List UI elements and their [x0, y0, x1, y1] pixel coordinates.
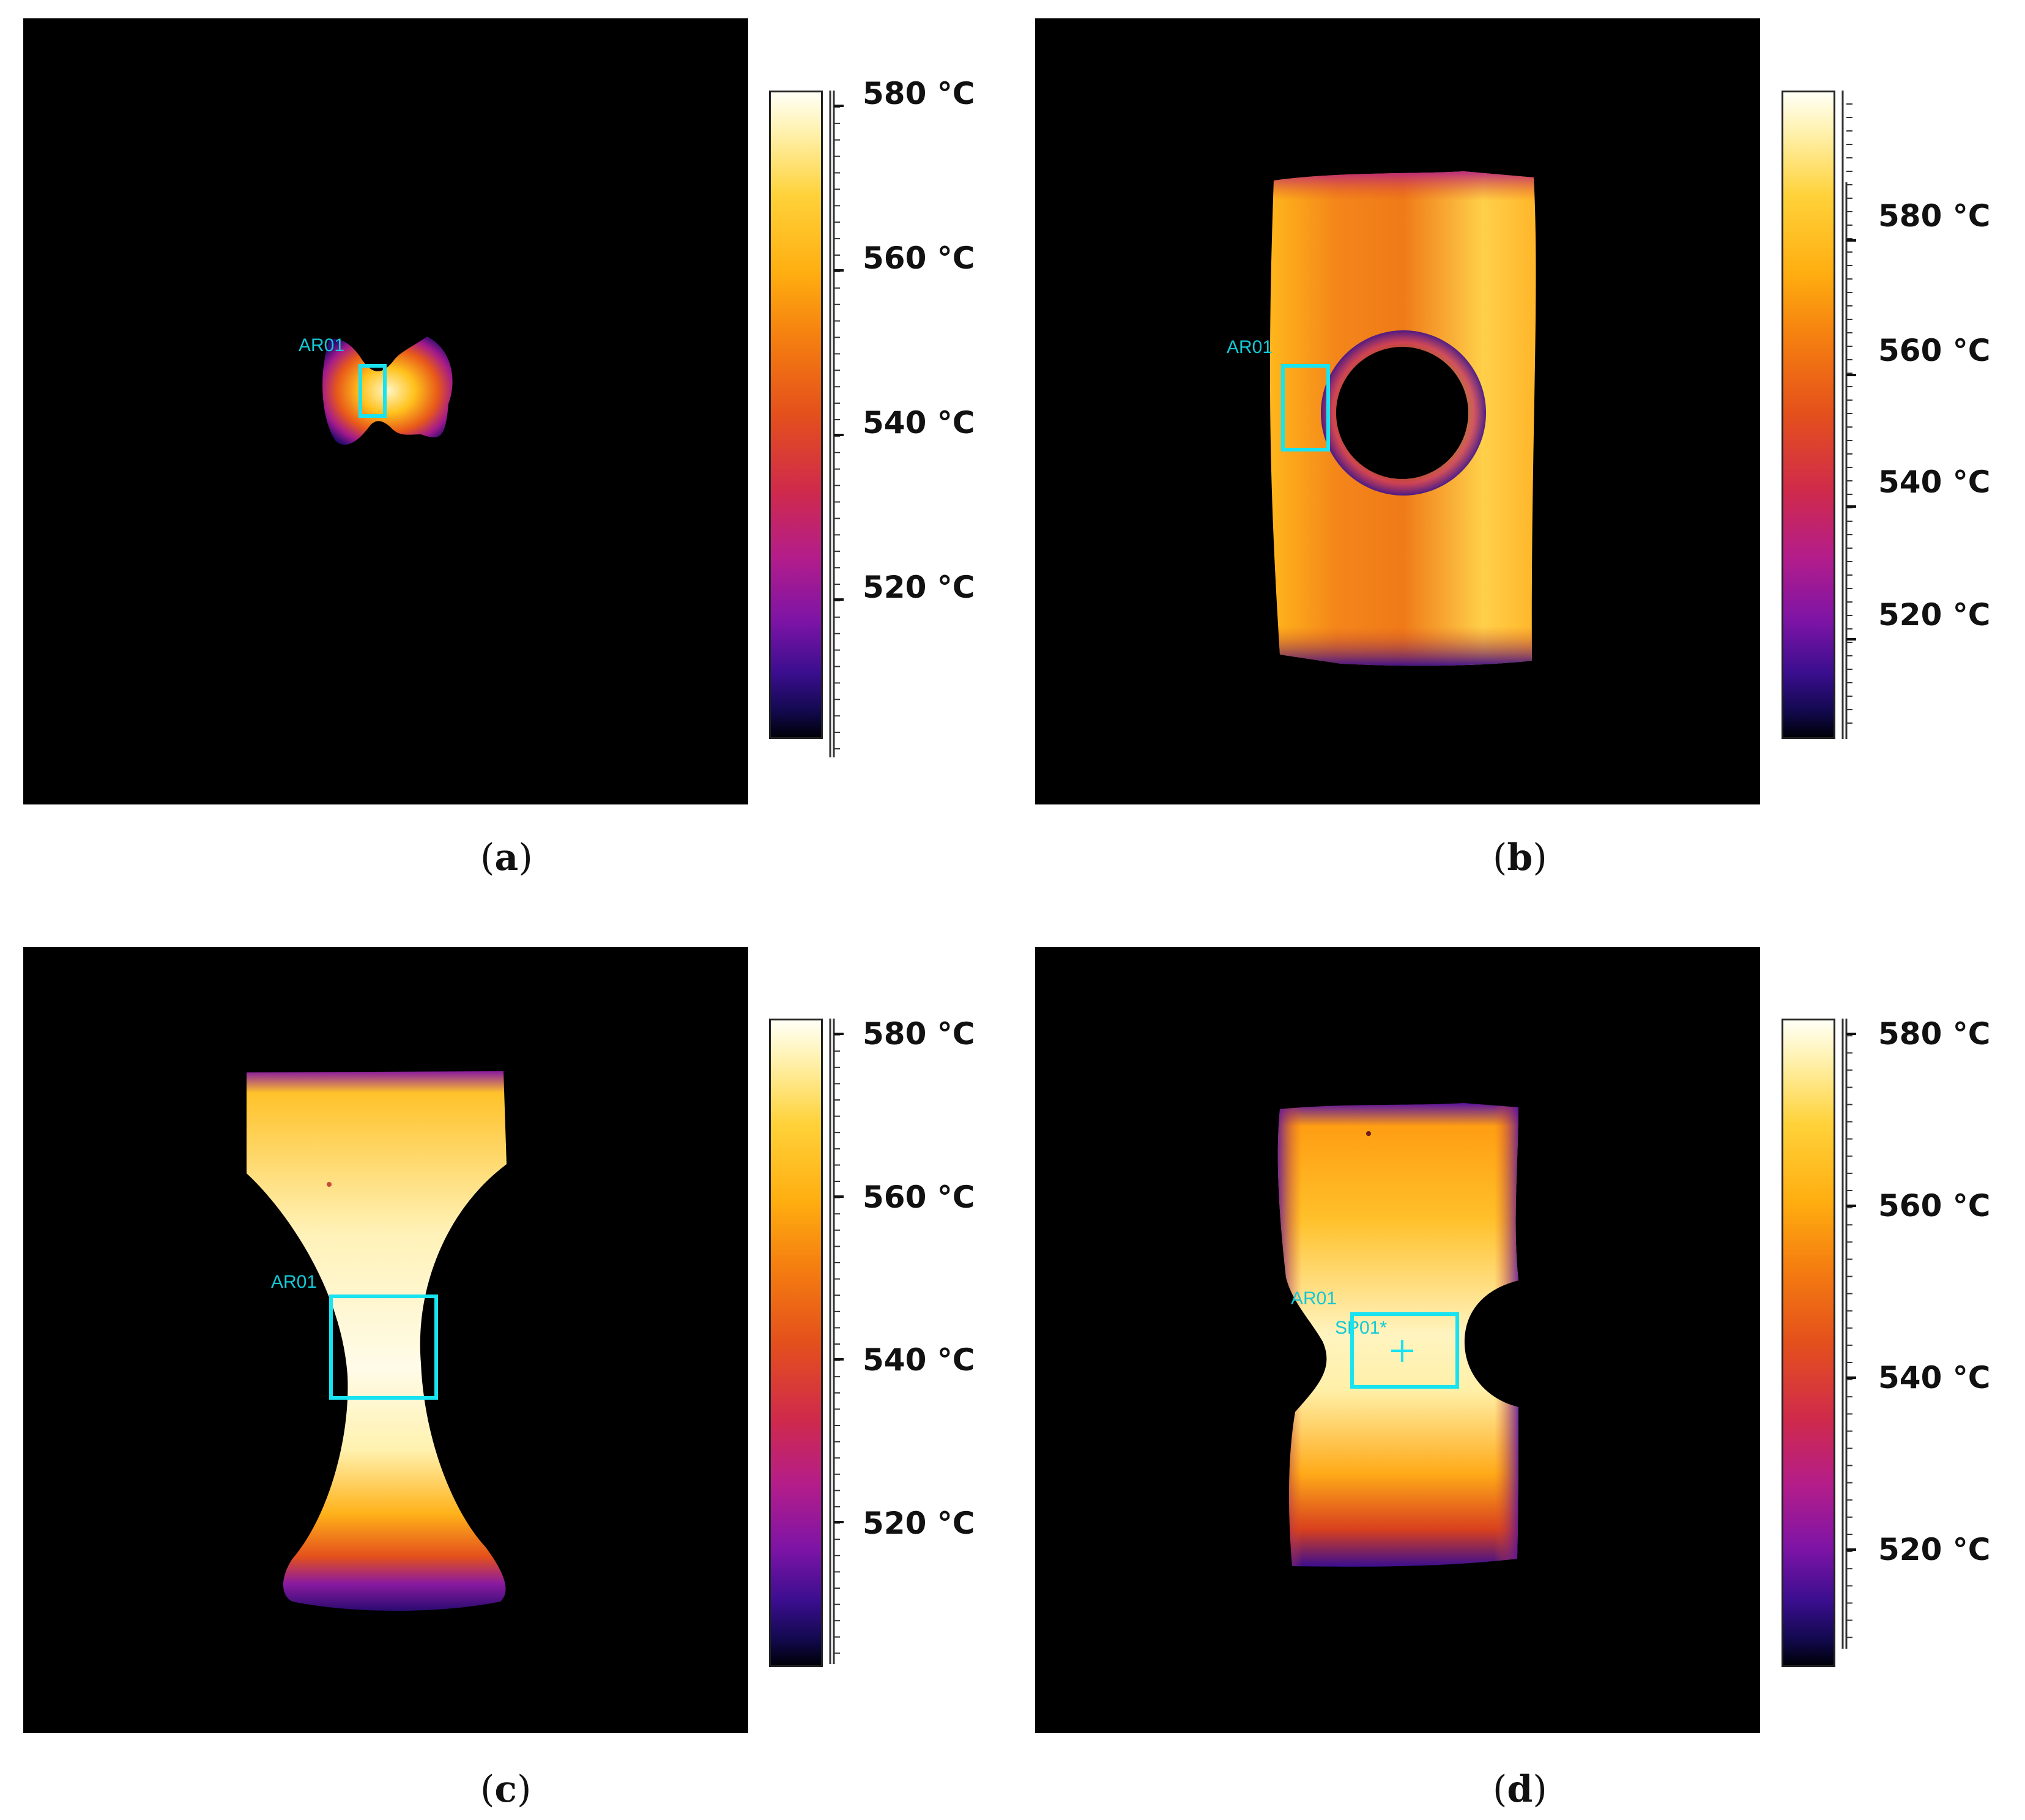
- tick-label-b-3: 520 °C: [1878, 597, 1991, 633]
- colorbar-axis-a: [829, 91, 844, 757]
- colorbar-a: [769, 91, 823, 739]
- roi-label-c: AR01: [271, 1272, 318, 1292]
- caption-c: (c): [480, 1768, 532, 1811]
- colorbar-b: [1782, 91, 1835, 739]
- specimen-shape-c: [247, 1071, 507, 1611]
- roi-box-a[interactable]: [359, 364, 387, 418]
- tick-label-c-0: 580 °C: [863, 1016, 975, 1052]
- specimen-b-thermal: [1269, 171, 1536, 666]
- tick-label-c-2: 540 °C: [863, 1342, 975, 1378]
- tick-label-a-1: 560 °C: [863, 240, 975, 276]
- specimen-shape-a: [322, 336, 453, 445]
- tick-label-a-2: 540 °C: [863, 405, 975, 440]
- roi-label-a: AR01: [299, 335, 345, 355]
- thermal-image-d: AR01 SP01*: [1035, 947, 1760, 1733]
- colorbar-axis-b: [1841, 91, 1856, 739]
- caption-d: (d): [1493, 1768, 1547, 1811]
- tick-label-d-2: 540 °C: [1878, 1360, 1991, 1395]
- tick-label-a-0: 580 °C: [863, 76, 975, 111]
- tick-label-c-3: 520 °C: [863, 1506, 975, 1541]
- tick-label-b-1: 560 °C: [1878, 333, 1991, 368]
- colorbar-axis-c: [829, 1019, 844, 1664]
- specimen-a-thermal: [322, 336, 453, 445]
- tick-label-a-3: 520 °C: [863, 570, 975, 605]
- colorbar-d: [1782, 1019, 1835, 1667]
- spot-label-d: SP01*: [1335, 1318, 1388, 1338]
- roi-box-c[interactable]: [329, 1294, 438, 1400]
- tick-label-b-2: 540 °C: [1878, 464, 1991, 500]
- roi-label-b: AR01: [1227, 337, 1273, 357]
- specimen-c-thermal: [247, 1071, 507, 1611]
- specimen-hole-b: [1336, 347, 1468, 479]
- crosshair-icon[interactable]: [1390, 1339, 1414, 1363]
- roi-label-d: AR01: [1291, 1288, 1337, 1309]
- tick-label-d-3: 520 °C: [1878, 1532, 1991, 1567]
- caption-b: (b): [1493, 836, 1547, 879]
- colorbar-axis-d: [1841, 1019, 1856, 1649]
- specimen-d-thermal: [1277, 1103, 1518, 1567]
- roi-box-d[interactable]: [1350, 1312, 1459, 1389]
- tick-label-d-1: 560 °C: [1878, 1188, 1991, 1224]
- tick-label-c-1: 560 °C: [863, 1179, 975, 1215]
- colorbar-c: [769, 1019, 823, 1667]
- thermal-image-b: AR01: [1035, 18, 1760, 804]
- thermal-image-c: AR01: [23, 947, 748, 1733]
- tick-label-b-0: 580 °C: [1878, 198, 1991, 234]
- roi-box-b[interactable]: [1281, 364, 1330, 451]
- caption-a: (a): [480, 836, 533, 879]
- thermal-image-a: AR01: [23, 18, 748, 804]
- tick-label-d-0: 580 °C: [1878, 1016, 1991, 1052]
